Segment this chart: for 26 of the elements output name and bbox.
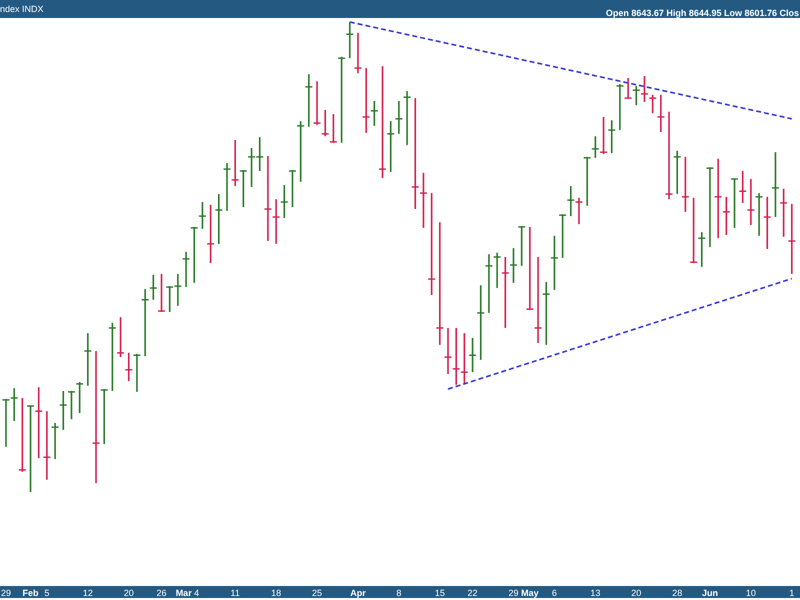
chart-title: ndex INDX bbox=[0, 4, 44, 14]
x-tick-label: 11 bbox=[230, 588, 240, 598]
x-tick-label: 25 bbox=[312, 588, 322, 598]
x-tick-label: 20 bbox=[124, 588, 134, 598]
x-tick-label: 29 bbox=[508, 588, 519, 598]
x-tick-label: 13 bbox=[590, 588, 600, 598]
x-tick-label: Jun bbox=[702, 588, 718, 598]
x-tick-label: 26 bbox=[156, 588, 167, 598]
x-tick-label: 29 bbox=[0, 588, 11, 598]
x-tick-label: Apr bbox=[350, 588, 366, 598]
chart-subtitle: Open 8643.67 High 8644.95 Low 8601.76 Clos bbox=[606, 8, 799, 18]
x-tick-label: 20 bbox=[631, 588, 642, 598]
x-tick-label: 22 bbox=[468, 588, 478, 598]
x-tick-label: 28 bbox=[672, 588, 682, 598]
x-tick-label: 12 bbox=[82, 588, 93, 598]
x-tick-label: May bbox=[521, 588, 539, 598]
x-tick-label: 8 bbox=[396, 588, 402, 598]
x-tick-label: 18 bbox=[271, 588, 282, 598]
x-tick-label: Feb bbox=[22, 588, 40, 598]
x-tick-label: 10 bbox=[746, 588, 756, 598]
x-tick-label: 1 bbox=[789, 588, 794, 598]
x-tick-label: 15 bbox=[434, 588, 445, 598]
x-tick-label: 5 bbox=[44, 588, 50, 598]
x-tick-label: 4 bbox=[194, 588, 200, 598]
x-tick-label: 6 bbox=[552, 588, 557, 598]
x-tick-label: Mar bbox=[176, 588, 192, 598]
